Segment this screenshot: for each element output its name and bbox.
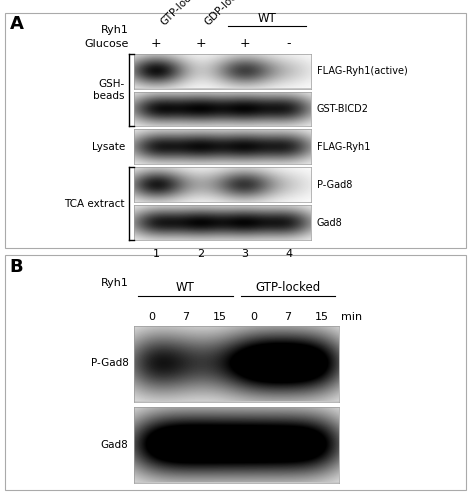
Text: Gad8: Gad8 — [317, 218, 342, 228]
Text: B: B — [9, 258, 23, 276]
Text: GTP-locked: GTP-locked — [159, 0, 206, 27]
Text: P-Gad8: P-Gad8 — [317, 180, 352, 190]
Text: +: + — [195, 37, 206, 50]
Text: Lysate: Lysate — [91, 142, 125, 152]
Text: FLAG-Ryh1: FLAG-Ryh1 — [317, 142, 370, 152]
Text: Ryh1: Ryh1 — [101, 278, 129, 288]
Text: GTP-locked: GTP-locked — [255, 281, 321, 294]
Text: 7: 7 — [284, 312, 292, 322]
Text: 0: 0 — [148, 312, 155, 322]
Text: GST-BICD2: GST-BICD2 — [317, 104, 368, 114]
Text: 0: 0 — [250, 312, 257, 322]
Text: Glucose: Glucose — [84, 38, 129, 48]
Text: 15: 15 — [212, 312, 227, 322]
Text: 3: 3 — [241, 249, 248, 259]
Text: 7: 7 — [182, 312, 189, 322]
Text: FLAG-Ryh1(active): FLAG-Ryh1(active) — [317, 66, 407, 76]
Text: GDP-locked: GDP-locked — [203, 0, 252, 27]
Text: Ryh1: Ryh1 — [101, 24, 129, 34]
Text: WT: WT — [176, 281, 195, 294]
Text: A: A — [9, 15, 23, 33]
Text: 4: 4 — [285, 249, 292, 259]
Text: 1: 1 — [153, 249, 160, 259]
Text: 2: 2 — [197, 249, 204, 259]
Text: -: - — [286, 37, 291, 50]
Text: P-Gad8: P-Gad8 — [91, 358, 129, 368]
Text: WT: WT — [257, 12, 276, 24]
Text: 15: 15 — [315, 312, 329, 322]
Text: min: min — [341, 312, 362, 322]
Text: +: + — [151, 37, 162, 50]
Text: Gad8: Gad8 — [101, 440, 129, 450]
Text: +: + — [239, 37, 250, 50]
Text: TCA extract: TCA extract — [65, 198, 125, 208]
Text: GSH-
beads: GSH- beads — [93, 79, 125, 101]
